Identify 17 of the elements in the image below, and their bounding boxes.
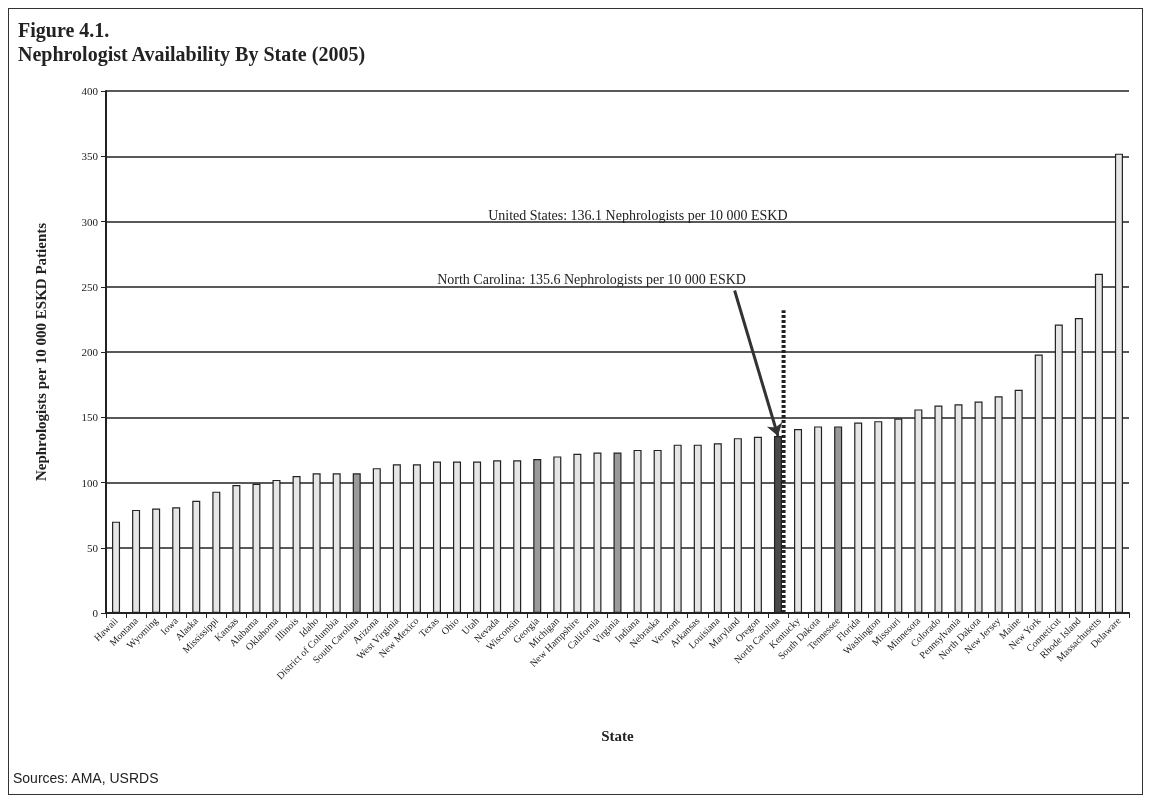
x-tick-label: Ohio: [439, 615, 461, 638]
y-tick-label: 0: [92, 607, 99, 619]
chart-title: Figure 4.1.: [18, 19, 110, 42]
y-tick-label: 50: [87, 541, 99, 554]
y-axis-title: Nephrologists per 10 000 ESKD Patients: [32, 222, 49, 482]
y-tick-label: 250: [81, 280, 99, 293]
y-tick-label: 400: [81, 85, 99, 97]
y-tick-label: 200: [81, 346, 99, 358]
ref-line-label: United States: 136.1 Nephrologists per 10 000 ESKD: [488, 207, 788, 223]
chart-subtitle: Nephrologist Availability By State (2005): [18, 43, 366, 66]
source-note: Sources: AMA, USRDS: [13, 770, 159, 786]
x-axis-title: State: [601, 727, 635, 744]
y-tick-label: 300: [81, 215, 99, 228]
y-tick-label: 350: [81, 150, 99, 163]
y-tick-label: 100: [81, 476, 99, 489]
y-tick-label: 150: [81, 411, 99, 424]
annotation: North Carolina: 135.6 Nephrologists per 10 000 ESKD: [437, 271, 746, 287]
